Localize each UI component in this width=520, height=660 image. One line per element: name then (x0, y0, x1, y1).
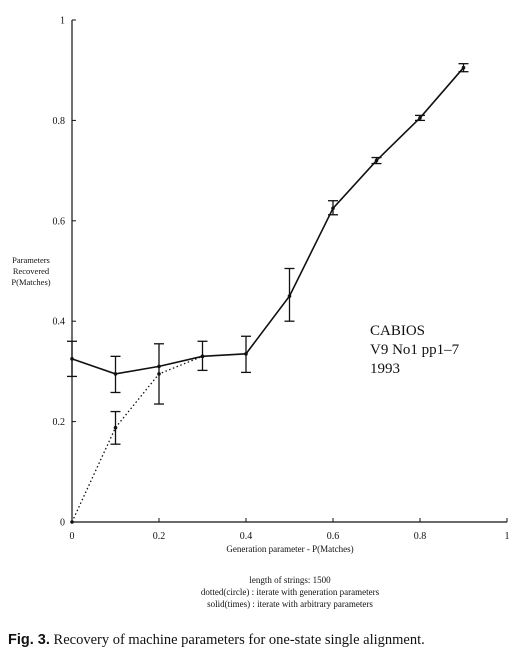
solid-point (244, 352, 248, 356)
annotation-line: V9 No1 pp1–7 (370, 342, 460, 358)
y-tick-label: 0 (60, 518, 65, 529)
solid-point (374, 158, 379, 163)
figure-caption-text: Recovery of machine parameters for one-s… (53, 632, 425, 648)
dotted-series-line (71, 355, 203, 523)
x-axis-title: Generation parameter - P(Matches) (226, 544, 353, 554)
y-axis-title-line: P(Matches) (11, 277, 51, 287)
axis-ticks: 0 0.2 0.4 0.6 0.8 1 0 0.2 0.4 0.6 0.8 1 (53, 16, 510, 543)
solid-point (70, 357, 74, 361)
x-tick-label: 0.4 (240, 531, 253, 542)
solid-point (418, 116, 422, 120)
dotted-point (113, 425, 118, 430)
solid-point (331, 206, 335, 211)
x-tick-label: 1 (505, 531, 510, 542)
chart-notes: length of strings: 1500 dotted(circle) :… (160, 574, 420, 610)
y-tick-label: 0.4 (53, 317, 66, 328)
x-tick-label: 0.2 (153, 531, 166, 542)
y-tick-label: 0.8 (53, 116, 66, 127)
solid-series-line (71, 67, 465, 375)
dotted-point (157, 372, 161, 376)
citation-annotation: CABIOS V9 No1 pp1–7 1993 (370, 322, 459, 379)
y-tick-label: 1 (60, 16, 65, 27)
dotted-point (70, 520, 74, 524)
dotted-point (200, 354, 205, 359)
note-line: length of strings: 1500 (249, 575, 331, 585)
y-tick-label: 0.2 (53, 417, 66, 428)
note-line: dotted(circle) : iterate with generation… (200, 587, 380, 597)
y-axis-title: Parameters Recovered P(Matches) (2, 255, 60, 288)
chart: 0 0.2 0.4 0.6 0.8 1 0 0.2 0.4 0.6 0.8 1 Generation … (53, 16, 510, 555)
note-line: solid(times) : iterate with arbitrary pa… (207, 599, 373, 609)
annotation-line: 1993 (370, 361, 400, 377)
solid-point (461, 65, 466, 70)
series-layer (67, 63, 469, 524)
figure-label: Fig. 3. (8, 632, 50, 648)
solid-point (287, 294, 292, 298)
figure-caption: Fig. 3. Recovery of machine parameters f… (8, 632, 425, 649)
y-axis-title-line: Parameters (12, 255, 50, 265)
x-tick-label: 0.8 (414, 531, 427, 542)
x-tick-label: 0.6 (327, 531, 340, 542)
y-tick-label: 0.6 (53, 216, 66, 227)
y-axis-title-line: Recovered (12, 266, 50, 276)
axes (71, 20, 507, 523)
annotation-line: CABIOS (370, 323, 426, 339)
x-tick-label: 0 (70, 531, 75, 542)
